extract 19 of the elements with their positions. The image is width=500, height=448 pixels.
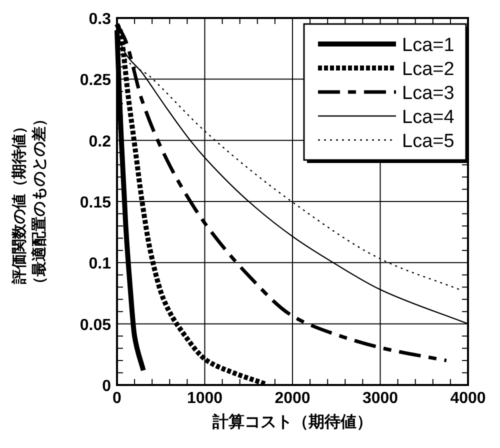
y-tick-label: 0.25: [80, 72, 112, 90]
y-tick-label: 0.1: [88, 256, 112, 273]
y-tick-label: 0.3: [88, 11, 112, 28]
legend-label: Lca=2: [402, 59, 454, 80]
y-axis-title: 評価関数の値（期待値）（最適配置のものとの差）: [11, 112, 48, 292]
x-tick-label: 3000: [362, 390, 398, 407]
x-tick-label: 2000: [274, 390, 310, 407]
legend-label: Lca=1: [402, 35, 454, 56]
y-tick-label: 0.2: [88, 133, 112, 150]
x-axis-title: 計算コスト（期待値）: [212, 413, 372, 431]
y-tick-label: 0.15: [80, 194, 112, 212]
y-tick-label: 0.05: [80, 316, 112, 334]
legend-label: Lca=4: [402, 107, 455, 128]
legend-label: Lca=5: [402, 131, 454, 152]
x-tick-label: 1000: [186, 390, 223, 407]
legend-label: Lca=3: [402, 83, 454, 104]
y-tick-label: 0: [102, 378, 112, 395]
x-tick-label: 0: [112, 390, 122, 407]
x-tick-label: 4000: [450, 390, 486, 407]
